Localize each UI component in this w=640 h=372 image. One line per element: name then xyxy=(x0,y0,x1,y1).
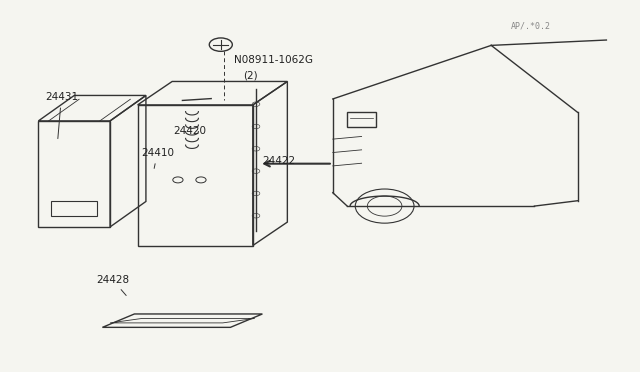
Text: N08911-1062G: N08911-1062G xyxy=(234,55,312,65)
Text: AP/.*0.2: AP/.*0.2 xyxy=(511,22,551,31)
Text: 24420: 24420 xyxy=(173,126,206,136)
Text: (2): (2) xyxy=(243,70,258,80)
Text: 24428: 24428 xyxy=(96,275,129,295)
Text: 24431: 24431 xyxy=(45,92,78,139)
Bar xyxy=(347,112,376,127)
Text: 24422: 24422 xyxy=(262,155,296,166)
Text: 24410: 24410 xyxy=(141,148,174,169)
